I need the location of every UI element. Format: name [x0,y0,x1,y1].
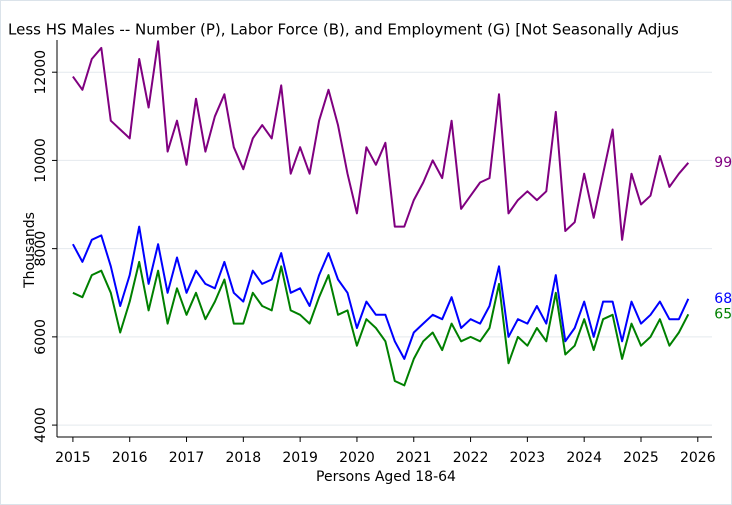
x-tick-label: 2020 [339,450,375,466]
x-tick-label: 2018 [226,450,262,466]
end-label: 9945 [714,155,732,171]
y-tick-label: 4000 [33,407,49,443]
chart-title: Less HS Males -- Number (P), Labor Force… [8,21,679,39]
y-tick-label: 12000 [33,50,49,95]
series-line [72,260,690,387]
end-label: 6864 [714,291,732,307]
x-tick-label: 2026 [680,450,716,466]
y-tick-label: 6000 [33,319,49,355]
x-tick-label: 2015 [55,450,91,466]
y-axis-label: Thousands [22,212,38,289]
series-line [72,40,690,241]
end-label: 6511 [714,306,732,322]
y-tick-label: 10000 [33,138,49,183]
x-tick-label: 2022 [453,450,489,466]
x-tick-label: 2021 [396,450,432,466]
y-tick-label: 8000 [33,231,49,267]
series-line [72,225,690,360]
x-tick-label: 2025 [623,450,659,466]
x-tick-label: 2024 [566,450,602,466]
x-tick-label: 2016 [112,450,148,466]
x-tick-label: 2017 [169,450,205,466]
x-axis-label: Persons Aged 18-64 [316,469,456,485]
x-tick-label: 2019 [282,450,318,466]
x-tick-label: 2023 [510,450,546,466]
